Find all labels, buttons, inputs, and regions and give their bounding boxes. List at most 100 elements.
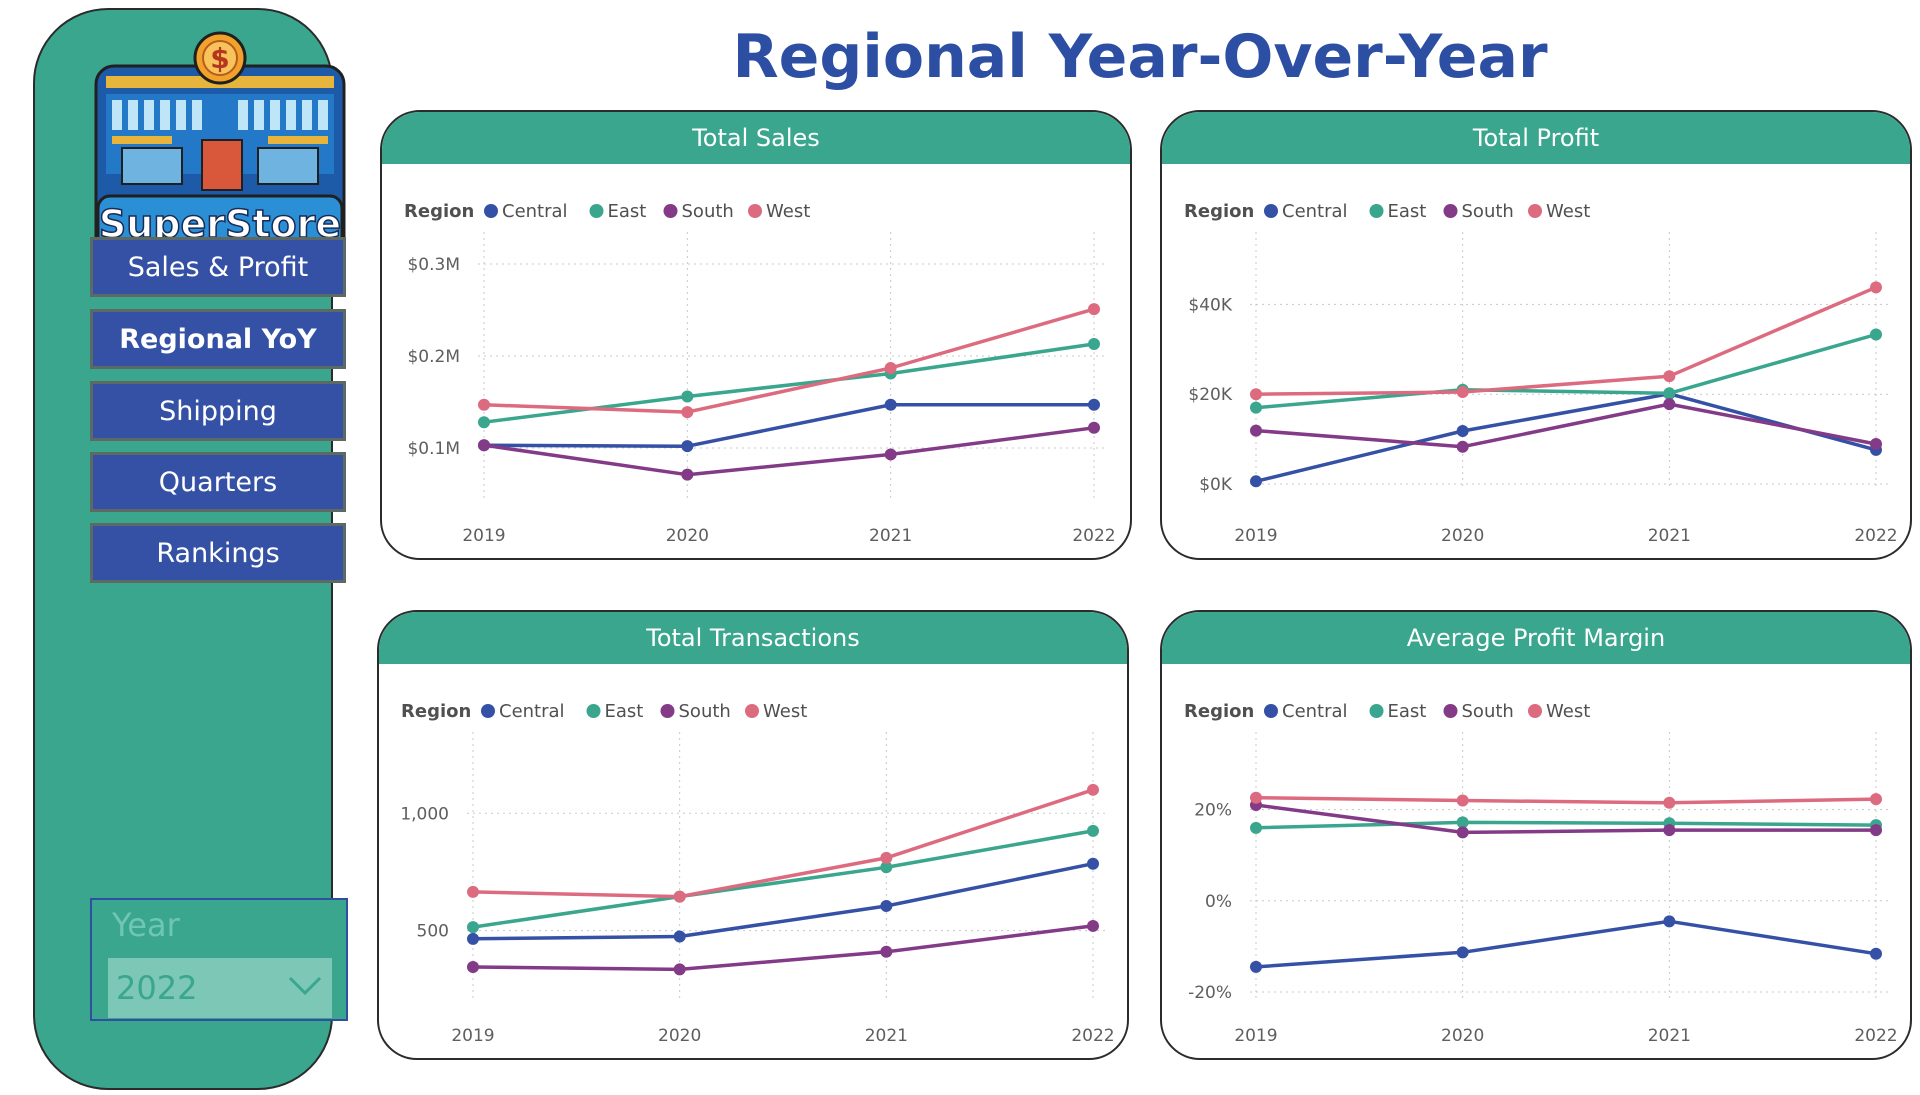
total-profit-legend-label-west: West bbox=[1546, 201, 1590, 222]
total-sales-point-south-2020 bbox=[681, 468, 694, 481]
total-profit-point-west-2021 bbox=[1663, 370, 1676, 383]
total-transactions-point-central-2019 bbox=[467, 932, 479, 945]
total-transactions-x-tick-label: 2021 bbox=[865, 1026, 908, 1046]
total-transactions-x-tick-label: 2020 bbox=[658, 1026, 701, 1046]
total-profit-chart: Region Central East South West $0K $20K $40K 201… bbox=[1184, 201, 1898, 546]
total-sales-legend-label-central: Central bbox=[502, 201, 568, 222]
total-transactions-series-line-west bbox=[472, 788, 1094, 899]
total-profit-x-tick-label: 2019 bbox=[1234, 526, 1277, 546]
total-profit-legend-label-south: South bbox=[1462, 201, 1514, 222]
total-profit-legend-label-central: Central bbox=[1282, 201, 1348, 222]
total-profit-legend-label-east: East bbox=[1388, 201, 1427, 222]
total-transactions-point-east-2021 bbox=[880, 861, 893, 874]
total-profit-point-south-2022 bbox=[1870, 438, 1882, 451]
total-sales-y-tick-label: $0.3M bbox=[407, 255, 460, 275]
average-profit-margin-legend-marker-south bbox=[1443, 704, 1458, 718]
average-profit-margin-legend-marker-central bbox=[1264, 704, 1278, 718]
total-profit-point-central-2020 bbox=[1456, 425, 1469, 438]
average-profit-margin-series-line-south bbox=[1255, 803, 1876, 835]
total-sales-point-central-2022 bbox=[1088, 398, 1100, 411]
nav-rankings-button[interactable]: Rankings bbox=[90, 523, 346, 583]
total-sales-y-tick-label: $0.1M bbox=[407, 439, 460, 459]
average-profit-margin-legend-label-west: West bbox=[1546, 701, 1590, 722]
average-profit-margin-x-tick-label: 2020 bbox=[1441, 1026, 1484, 1046]
total-transactions-y-tick-label: 500 bbox=[417, 922, 449, 942]
total-sales-x-tick-label: 2022 bbox=[1072, 526, 1115, 546]
average-profit-margin-point-central-2020 bbox=[1456, 946, 1469, 959]
total-transactions-card: Total Transactions Region Central East Sout… bbox=[377, 610, 1129, 1060]
total-sales-point-west-2021 bbox=[884, 361, 897, 374]
total-sales-legend-label-south: South bbox=[682, 201, 734, 222]
total-profit-y-tick-label: $0K bbox=[1199, 475, 1233, 495]
total-profit-point-south-2021 bbox=[1663, 398, 1676, 411]
total-transactions-legend-marker-west bbox=[745, 704, 759, 718]
average-profit-margin-point-west-2021 bbox=[1663, 796, 1676, 809]
total-transactions-point-west-2021 bbox=[880, 851, 893, 864]
total-sales-x-tick-label: 2021 bbox=[869, 526, 912, 546]
total-sales-legend-marker-west bbox=[748, 204, 762, 218]
total-profit-point-east-2019 bbox=[1250, 401, 1262, 414]
total-sales-title: Total Sales bbox=[382, 112, 1130, 164]
average-profit-margin-point-west-2020 bbox=[1456, 794, 1469, 807]
year-dropdown[interactable]: 2022 bbox=[108, 958, 332, 1018]
average-profit-margin-point-west-2019 bbox=[1250, 791, 1262, 804]
total-transactions-x-tick-label: 2019 bbox=[451, 1026, 494, 1046]
average-profit-margin-legend-title: Region bbox=[1184, 701, 1254, 722]
average-profit-margin-y-tick-label: -20% bbox=[1188, 983, 1232, 1003]
average-profit-margin-y-tick-label: 0% bbox=[1205, 892, 1232, 912]
average-profit-margin-series-line-central bbox=[1255, 919, 1877, 969]
total-sales-point-west-2022 bbox=[1088, 303, 1100, 316]
total-transactions-series-line-east bbox=[472, 829, 1094, 929]
average-profit-margin-title: Average Profit Margin bbox=[1162, 612, 1910, 664]
sidebar: $ SuperStore Sales & Profit Regional YoY… bbox=[33, 8, 348, 1090]
total-profit-point-south-2020 bbox=[1456, 440, 1469, 453]
total-sales-point-west-2019 bbox=[478, 398, 490, 411]
total-profit-legend-title: Region bbox=[1184, 201, 1254, 222]
total-sales-y-tick-label: $0.2M bbox=[407, 347, 460, 367]
total-sales-point-central-2020 bbox=[681, 440, 694, 453]
nav-quarters-button[interactable]: Quarters bbox=[90, 452, 346, 512]
total-profit-y-tick-label: $40K bbox=[1188, 295, 1232, 315]
total-sales-series-line-central bbox=[483, 403, 1094, 448]
total-sales-point-south-2022 bbox=[1088, 421, 1100, 434]
total-transactions-legend-marker-central bbox=[481, 704, 495, 718]
total-sales-point-east-2020 bbox=[681, 390, 694, 403]
svg-text:$: $ bbox=[210, 42, 229, 75]
total-sales-point-east-2019 bbox=[478, 416, 490, 429]
total-sales-legend-title: Region bbox=[404, 201, 474, 222]
nav-sales-profit-button[interactable]: Sales & Profit bbox=[90, 237, 346, 297]
total-sales-legend-marker-east bbox=[589, 204, 604, 218]
total-profit-x-tick-label: 2020 bbox=[1441, 526, 1484, 546]
total-sales-point-east-2022 bbox=[1088, 338, 1100, 351]
total-transactions-point-central-2022 bbox=[1087, 857, 1099, 870]
total-profit-legend-marker-west bbox=[1528, 204, 1542, 218]
total-sales-series-line-south bbox=[483, 426, 1095, 477]
total-transactions-legend-label-west: West bbox=[763, 701, 807, 722]
average-profit-margin-point-east-2019 bbox=[1250, 821, 1262, 834]
total-profit-series-line-west bbox=[1255, 285, 1877, 396]
total-transactions-legend-marker-south bbox=[660, 704, 675, 718]
total-profit-y-tick-label: $20K bbox=[1188, 385, 1232, 405]
total-transactions-point-south-2022 bbox=[1087, 919, 1099, 932]
total-profit-card: Total Profit Region Central East South West $… bbox=[1160, 110, 1912, 560]
nav-shipping-button[interactable]: Shipping bbox=[90, 381, 346, 441]
total-transactions-point-south-2019 bbox=[467, 961, 479, 974]
total-transactions-point-west-2020 bbox=[673, 890, 686, 903]
total-transactions-legend-title: Region bbox=[401, 701, 471, 722]
total-transactions-series-line-central bbox=[472, 861, 1094, 941]
average-profit-margin-point-central-2019 bbox=[1250, 960, 1262, 973]
total-transactions-chart: Region Central East South West 500 1,000 2019 20… bbox=[400, 701, 1114, 1046]
total-sales-chart: Region Central East South West $0.1M $0.2M $0.3… bbox=[404, 201, 1116, 546]
total-profit-point-west-2022 bbox=[1870, 281, 1882, 294]
average-profit-margin-chart: Region Central East South West -20% 0% 20% 2019 2… bbox=[1184, 701, 1898, 1046]
total-profit-title: Total Profit bbox=[1162, 112, 1910, 164]
nav-regional-yoy-button[interactable]: Regional YoY bbox=[90, 309, 346, 369]
average-profit-margin-card: Average Profit Margin Region Central East S… bbox=[1160, 610, 1912, 1060]
total-transactions-y-tick-label: 1,000 bbox=[400, 804, 449, 824]
total-profit-point-south-2019 bbox=[1250, 424, 1262, 437]
total-profit-x-tick-label: 2021 bbox=[1648, 526, 1691, 546]
total-profit-series-line-south bbox=[1255, 402, 1877, 449]
total-sales-point-south-2019 bbox=[478, 439, 490, 452]
total-transactions-point-west-2022 bbox=[1087, 783, 1099, 796]
average-profit-margin-point-east-2020 bbox=[1456, 816, 1469, 829]
